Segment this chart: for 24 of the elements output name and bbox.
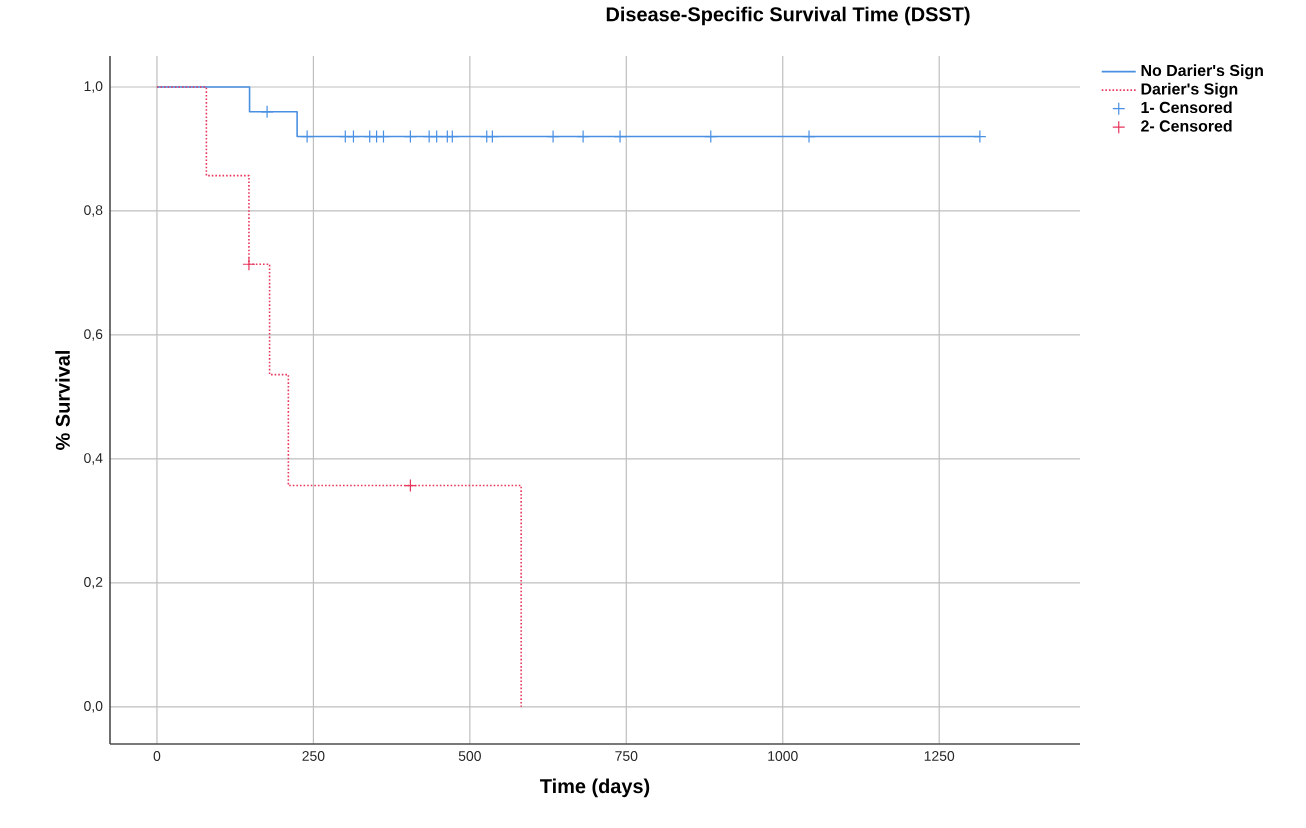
point [576, 129, 590, 144]
point [973, 129, 987, 144]
point [546, 129, 560, 144]
point [430, 129, 444, 144]
point [403, 478, 417, 493]
point [802, 129, 816, 144]
point [403, 129, 417, 144]
point [440, 129, 454, 144]
point [363, 129, 377, 144]
chart-title: Disease-Specific Survival Time (DSST) [606, 6, 970, 26]
point [704, 129, 718, 144]
point [422, 129, 436, 144]
y-axis-title: % Survival [55, 351, 70, 450]
point [485, 129, 499, 144]
x-axis-title: Time (days) [540, 778, 650, 798]
point [376, 129, 391, 144]
point [346, 129, 361, 144]
point [242, 257, 256, 271]
point [338, 129, 352, 144]
point [445, 129, 459, 144]
point [370, 129, 384, 144]
point [613, 129, 627, 144]
point [260, 105, 274, 119]
point [300, 129, 314, 144]
